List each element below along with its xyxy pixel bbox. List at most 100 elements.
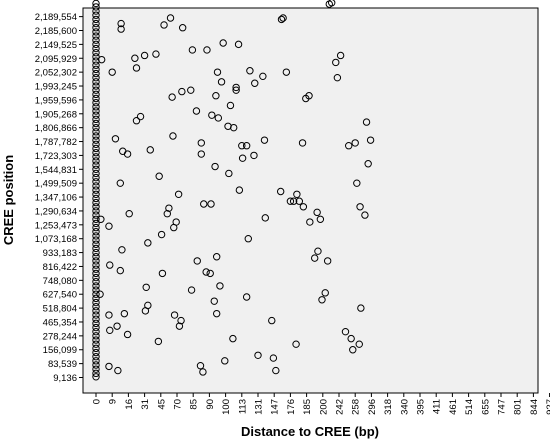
data-point <box>106 261 114 269</box>
data-point <box>299 203 308 211</box>
y-tick-label: 1,253,473 <box>35 220 77 231</box>
data-point <box>282 68 291 76</box>
data-point <box>92 119 100 128</box>
y-tick-label: 2,189,554 <box>35 12 77 23</box>
x-tick-label: 131 <box>254 399 265 415</box>
data-point <box>244 235 252 243</box>
data-point <box>92 98 100 107</box>
data-point <box>193 257 201 265</box>
y-tick-label: 465,354 <box>43 317 77 328</box>
data-point <box>336 51 345 60</box>
data-point <box>92 61 100 69</box>
data-point <box>323 257 332 265</box>
data-point <box>114 366 122 375</box>
x-tick-label: 85 <box>189 399 200 410</box>
data-point <box>235 186 244 194</box>
data-point <box>311 254 319 262</box>
data-point <box>116 179 125 187</box>
data-point <box>92 53 100 61</box>
data-point <box>108 68 116 76</box>
data-point <box>146 146 154 154</box>
data-point <box>174 190 183 198</box>
data-point <box>92 236 100 244</box>
data-point <box>92 128 100 136</box>
data-point <box>92 0 100 8</box>
data-point <box>92 103 100 111</box>
data-point <box>92 303 100 311</box>
y-tick-label: 1,544,831 <box>35 165 77 176</box>
data-point <box>353 179 361 187</box>
data-point <box>333 73 342 82</box>
data-point <box>92 373 100 381</box>
data-point <box>92 257 100 265</box>
data-point <box>178 24 187 32</box>
data-point <box>177 316 185 325</box>
data-point <box>92 28 100 36</box>
data-point <box>92 327 100 336</box>
data-point <box>212 309 221 318</box>
y-tick-label: 1,993,245 <box>35 82 77 93</box>
x-tick-label: 90 <box>205 399 216 410</box>
data-point <box>92 11 100 19</box>
data-point <box>92 107 100 115</box>
data-point <box>92 344 100 353</box>
data-point <box>292 340 300 348</box>
data-point <box>92 32 100 40</box>
data-point <box>92 244 100 253</box>
data-point <box>188 46 197 54</box>
x-tick-label: 411 <box>432 399 443 414</box>
x-tick-label: 113 <box>237 399 248 414</box>
data-point <box>357 304 365 312</box>
data-point <box>268 316 276 325</box>
data-point <box>351 139 359 147</box>
y-axis-ticks: 9,136 83,539 156,099 278,244 465,354 518,804 6… <box>35 12 83 384</box>
data-point <box>120 309 129 318</box>
data-point <box>92 136 100 144</box>
y-tick-label: 748,080 <box>43 276 77 287</box>
x-tick-label: 31 <box>140 399 151 410</box>
data-point <box>142 283 150 291</box>
y-tick-label: 1,347,106 <box>35 193 77 204</box>
x-tick-label: 844 <box>529 399 540 415</box>
data-point <box>254 351 262 359</box>
data-point <box>118 246 126 254</box>
data-point <box>250 151 258 160</box>
data-point <box>364 160 372 168</box>
data-point <box>165 204 173 212</box>
data-point <box>92 3 100 11</box>
x-tick-label: 100 <box>221 399 232 415</box>
data-point <box>92 178 100 186</box>
data-points <box>92 0 375 381</box>
data-point <box>347 334 355 343</box>
data-point <box>210 297 218 305</box>
y-tick-label: 83,539 <box>48 359 77 370</box>
y-tick-label: 518,804 <box>43 304 77 315</box>
y-tick-label: 933,183 <box>43 248 77 259</box>
x-tick-label: 242 <box>335 399 346 415</box>
data-point <box>345 142 353 150</box>
data-point <box>131 54 139 62</box>
data-point <box>226 101 235 110</box>
data-point <box>362 118 371 126</box>
data-point <box>92 315 100 323</box>
plot-area <box>82 7 539 394</box>
data-point <box>232 83 240 92</box>
data-point <box>92 332 100 340</box>
data-point <box>355 340 363 348</box>
data-point <box>202 268 210 276</box>
data-point <box>318 296 326 304</box>
data-point <box>238 142 246 150</box>
x-tick-label: 16 <box>124 399 135 410</box>
x-axis-ticks: 0 9 16 31 45 70 85 90 100 113 131 147 176 185 200 242 25… <box>92 393 550 415</box>
data-point <box>92 219 100 228</box>
data-point <box>211 162 219 171</box>
data-point <box>92 265 100 273</box>
data-point <box>105 222 113 230</box>
x-tick-label: 185 <box>302 399 313 415</box>
data-point <box>234 40 243 49</box>
data-point <box>178 87 186 96</box>
data-point <box>116 266 125 275</box>
data-point <box>92 286 100 294</box>
data-point <box>106 326 114 335</box>
data-point <box>272 366 280 375</box>
